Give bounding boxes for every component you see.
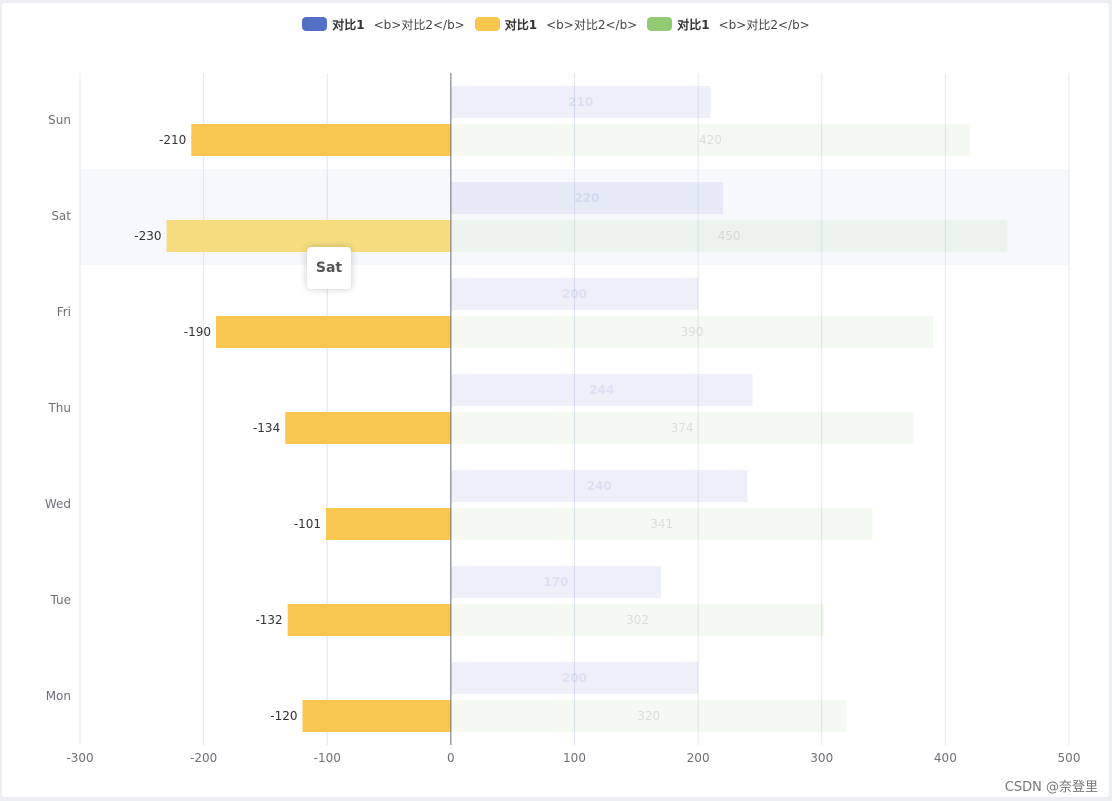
bar-label-series2-fri: -190 [184,325,211,339]
bar-series1-thu [450,374,753,406]
bar-series2-thu [285,412,451,444]
bar-label-series1-wed: 240 [587,479,612,493]
bar-label-series3-sun: 420 [699,133,722,147]
bar-label-series2-sun: -210 [159,133,186,147]
bar-series3-sun [450,124,971,156]
x-tick-label-6: 300 [810,751,833,765]
legend-label-series-1: 对比1 [332,17,365,32]
bar-label-series1-tue: 170 [543,575,568,589]
bar-label-series1-thu: 244 [589,383,614,397]
tooltip: Sat [307,247,351,289]
bar-series2-sun [191,124,451,156]
y-tick-label-tue: Tue [50,593,72,607]
x-tick-label-0: -300 [66,751,93,765]
legend-item-series-1[interactable]: 对比1 <b>对比2</b> [302,16,465,33]
bar-label-series3-tue: 302 [626,613,649,627]
bar-series2-mon [302,700,451,732]
bar-label-series3-sat: 450 [718,229,741,243]
bar-label-series2-thu: -134 [253,421,280,435]
bar-series2-tue [287,604,451,636]
bar-label-series3-wed: 341 [650,517,673,531]
legend-swatch-series-3 [647,17,673,31]
bar-label-series1-sat: 220 [574,191,599,205]
bar-series3-wed [450,508,873,540]
x-tick-label-2: -100 [314,751,341,765]
bar-series1-sat [450,182,723,214]
bar-label-series3-fri: 390 [680,325,703,339]
bar-series3-thu [450,412,914,444]
legend-item-series-2[interactable]: 对比1 <b>对比2</b> [474,16,638,33]
y-tick-label-sat: Sat [51,209,71,223]
bar-label-series2-wed: -101 [294,517,321,531]
bar-series2-wed [326,508,451,540]
bar-label-series2-tue: -132 [255,613,282,627]
bar-series1-wed [450,470,748,502]
bar-label-series3-thu: 374 [671,421,694,435]
y-tick-label-mon: Mon [46,689,71,703]
bar-label-series1-mon: 200 [562,671,587,685]
legend-item-series-3[interactable]: 对比1 <b>对比2</b> [647,16,810,33]
legend: 对比1 <b>对比2</b> 对比1 <b>对比2</b> 对比1 <b>对比2… [0,13,1112,35]
bar-series1-fri [450,278,699,310]
bar-label-series2-sat: -230 [134,229,161,243]
x-tick-label-3: 0 [447,751,455,765]
legend-suffix-series-2: <b>对比2</b> [546,17,638,32]
bar-label-series1-fri: 200 [562,287,587,301]
y-tick-label-fri: Fri [57,305,71,319]
bar-series2-fri [215,316,451,348]
x-tick-label-5: 200 [687,751,710,765]
watermark: CSDN @奈登里 [1004,780,1098,795]
bar-label-series3-mon: 320 [637,709,660,723]
chart-panel [2,3,1109,797]
x-tick-label-4: 100 [563,751,586,765]
bar-series1-tue [450,566,662,598]
x-tick-label-7: 400 [934,751,957,765]
bar-label-series1-sun: 210 [568,95,593,109]
y-tick-label-thu: Thu [47,401,71,415]
bar-series1-sun [450,86,711,118]
x-tick-label-8: 500 [1058,751,1081,765]
bar-series1-mon [450,662,699,694]
legend-suffix-series-3: <b>对比2</b> [718,17,810,32]
bar-series3-mon [450,700,847,732]
legend-label-series-3: 对比1 [677,17,710,32]
bar-series3-fri [450,316,934,348]
y-tick-label-wed: Wed [45,497,71,511]
legend-swatch-series-2 [474,17,500,31]
legend-suffix-series-1: <b>对比2</b> [373,17,465,32]
bar-series3-tue [450,604,825,636]
bar-series3-sat [450,220,1008,252]
y-tick-label-sun: Sun [48,113,71,127]
bar-label-series2-mon: -120 [270,709,297,723]
legend-swatch-series-1 [302,17,328,31]
x-tick-label-1: -200 [190,751,217,765]
legend-label-series-2: 对比1 [504,17,538,32]
bar-series2-sat [166,220,451,252]
